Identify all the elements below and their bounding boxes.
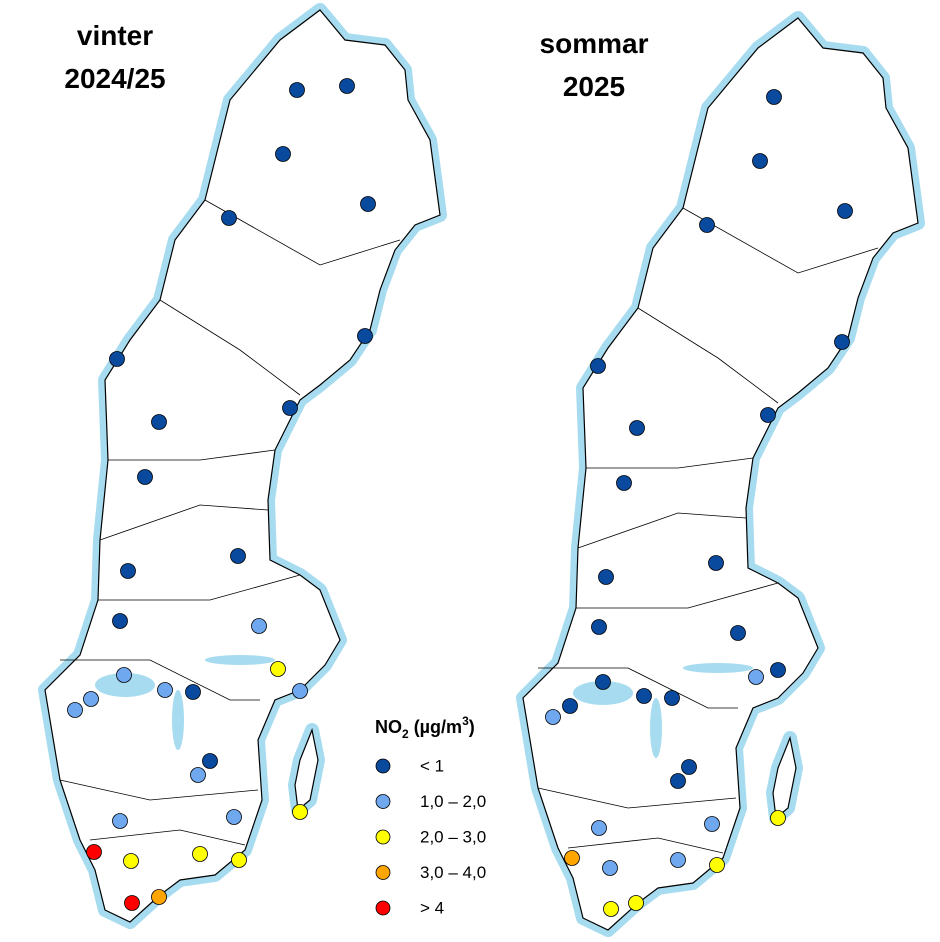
- station: [834, 334, 850, 350]
- station: [591, 619, 607, 635]
- lake: [172, 690, 184, 750]
- station: [564, 850, 580, 866]
- map: [38, 3, 447, 929]
- legend-label: < 1: [420, 756, 444, 775]
- legend-swatch: [375, 900, 391, 916]
- station: [83, 691, 99, 707]
- station: [251, 618, 267, 634]
- map: [516, 11, 925, 937]
- station: [699, 217, 715, 233]
- station: [704, 816, 720, 832]
- station: [752, 153, 768, 169]
- legend-swatch: [375, 829, 391, 845]
- station: [770, 662, 786, 678]
- station: [598, 569, 614, 585]
- legend: < 1 1,0 – 2,0 2,0 – 3,0 3,0 – 4,0 > 4: [375, 756, 486, 917]
- station: [770, 810, 786, 826]
- station: [190, 767, 206, 783]
- station: [202, 753, 218, 769]
- county-border: [537, 207, 879, 854]
- lake: [683, 663, 753, 673]
- station: [664, 690, 680, 706]
- legend-label: 2,0 – 3,0: [420, 827, 486, 846]
- map-title: 2024/25: [64, 63, 165, 94]
- station: [670, 773, 686, 789]
- station: [628, 895, 644, 911]
- legend-swatch: [375, 865, 391, 880]
- station: [112, 613, 128, 629]
- lake: [650, 698, 662, 758]
- station: [275, 146, 291, 162]
- station: [595, 674, 611, 690]
- station: [157, 682, 173, 698]
- station: [137, 469, 153, 485]
- station: [670, 852, 686, 868]
- station: [230, 548, 246, 564]
- station: [591, 820, 607, 836]
- map-title: vinter: [77, 20, 153, 51]
- station: [120, 563, 136, 579]
- lake: [95, 673, 155, 697]
- station: [545, 709, 561, 725]
- station: [270, 661, 286, 677]
- legend-label: 3,0 – 4,0: [420, 863, 486, 882]
- station: [602, 860, 618, 876]
- station: [681, 759, 697, 775]
- station: [289, 82, 305, 98]
- legend-title: NO2 (µg/m3): [375, 714, 475, 741]
- legend-swatch: [375, 794, 391, 809]
- station: [339, 78, 355, 94]
- station: [185, 684, 201, 700]
- station: [112, 813, 128, 829]
- legend-title-sup: 3: [462, 714, 469, 728]
- station: [226, 809, 242, 825]
- station: [109, 351, 125, 367]
- legend-label: > 4: [420, 898, 444, 917]
- island-outline: [294, 727, 319, 812]
- station: [151, 889, 167, 905]
- station: [709, 857, 725, 873]
- station: [67, 702, 83, 718]
- station: [603, 901, 619, 917]
- station: [766, 89, 782, 105]
- station: [221, 210, 237, 226]
- station: [748, 669, 764, 685]
- legend-title-sub: 2: [402, 727, 409, 741]
- station: [616, 475, 632, 491]
- station: [116, 667, 132, 683]
- station: [282, 400, 298, 416]
- maps: [38, 3, 925, 937]
- station: [360, 196, 376, 212]
- station: [86, 844, 102, 860]
- station: [760, 407, 776, 423]
- station: [629, 420, 645, 436]
- station: [636, 688, 652, 704]
- island-outline: [772, 735, 797, 820]
- station: [231, 852, 247, 868]
- legend-title-part: NO: [375, 717, 402, 737]
- station: [708, 555, 724, 571]
- station: [590, 358, 606, 374]
- legend-title-part: (µg/m: [409, 717, 462, 737]
- lake: [205, 655, 275, 665]
- station: [151, 414, 167, 430]
- map-title: sommar: [540, 28, 649, 59]
- lake: [573, 681, 633, 705]
- station: [562, 698, 578, 714]
- station: [292, 683, 308, 699]
- station: [292, 804, 308, 820]
- station: [192, 846, 208, 862]
- station: [730, 625, 746, 641]
- county-border: [59, 199, 401, 846]
- station: [123, 853, 139, 869]
- station: [837, 203, 853, 219]
- station: [357, 328, 373, 344]
- legend-label: 1,0 – 2,0: [420, 792, 486, 811]
- legend-title-part: ): [469, 717, 475, 737]
- station: [124, 895, 140, 911]
- legend-swatch: [375, 758, 391, 774]
- map-title: 2025: [563, 71, 625, 102]
